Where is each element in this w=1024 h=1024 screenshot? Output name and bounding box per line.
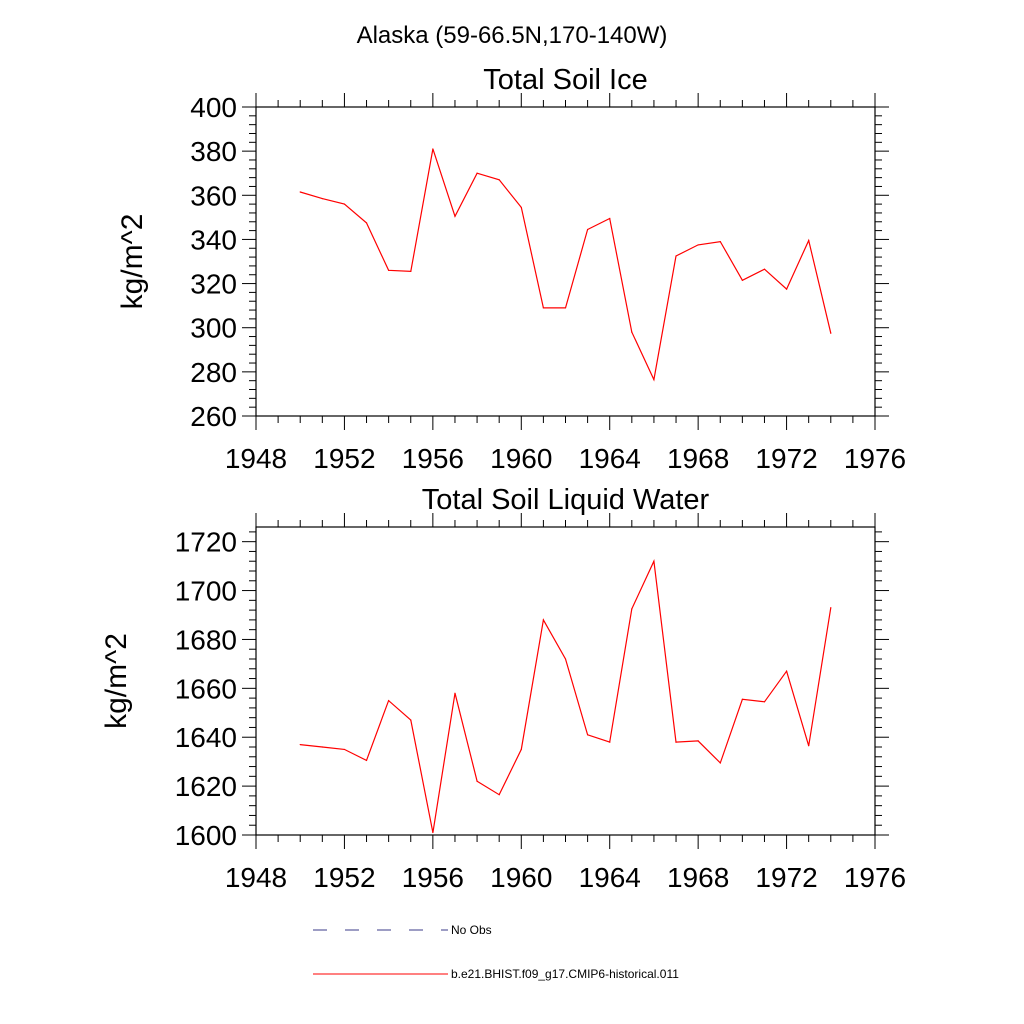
x-tick-label: 1972: [755, 443, 817, 474]
data-point: [763, 701, 766, 703]
data-point: [609, 217, 611, 220]
legend: No Obs b.e21.BHIST.f09_g17.CMIP6-historic…: [313, 923, 679, 981]
y-tick-label: 1640: [175, 722, 237, 753]
x-tick-label: 1968: [667, 443, 729, 474]
data-point: [321, 197, 323, 200]
x-tick-label: 1960: [490, 862, 552, 893]
y-tick-label: 280: [190, 357, 237, 388]
page-title: Alaska (59-66.5N,170-140W): [357, 22, 668, 49]
series-line: [300, 148, 832, 382]
x-tick-label: 1952: [313, 862, 375, 893]
data-point: [299, 191, 301, 193]
x-tick-label: 1964: [579, 862, 641, 893]
data-point: [299, 743, 301, 746]
y-tick-label: 1700: [175, 576, 237, 607]
chart-title: Total Soil Liquid Water: [422, 484, 710, 516]
x-tick-label: 1948: [225, 443, 287, 474]
data-point: [741, 279, 743, 281]
y-axis-label: kg/m^2: [116, 214, 149, 310]
data-point: [675, 255, 677, 257]
data-point: [631, 608, 633, 610]
data-point: [542, 307, 544, 309]
plot-frame: [255, 106, 876, 417]
data-point: [476, 780, 478, 782]
data-point: [564, 658, 567, 660]
data-point: [653, 560, 655, 562]
data-point: [388, 699, 390, 702]
x-tick-label: 1960: [490, 443, 552, 474]
data-point: [498, 794, 500, 796]
data-point: [432, 148, 434, 150]
y-tick-label: 320: [190, 269, 237, 300]
data-point: [520, 206, 522, 209]
data-point: [587, 228, 589, 231]
y-tick-label: 300: [190, 313, 237, 344]
data-point: [587, 734, 589, 736]
data-point: [830, 607, 832, 609]
data-point: [432, 831, 434, 834]
data-point: [785, 288, 788, 290]
x-tick-label: 1964: [579, 443, 641, 474]
x-tick-label: 1976: [844, 443, 906, 474]
data-point: [520, 748, 522, 751]
y-tick-label: 1620: [175, 771, 237, 802]
data-point: [697, 740, 699, 742]
y-tick-label: 340: [190, 224, 237, 255]
series-line: [300, 559, 832, 833]
data-point: [498, 179, 500, 181]
y-axis-label: kg/m^2: [100, 633, 133, 729]
x-tick-label: 1956: [402, 862, 464, 893]
data-point: [719, 241, 721, 243]
data-point: [763, 268, 766, 270]
x-tick-label: 1952: [313, 443, 375, 474]
x-tick-label: 1976: [844, 862, 906, 893]
data-point: [410, 719, 412, 721]
data-point: [476, 172, 478, 174]
legend-label: No Obs: [451, 923, 492, 937]
chart-panel-1: 1948 1952 1956 1960 1964 1968 1972 1976 260 280 30…: [116, 64, 906, 474]
y-tick-label: 400: [190, 92, 237, 123]
data-point: [454, 215, 456, 217]
data-point: [388, 269, 390, 271]
data-point: [564, 307, 567, 309]
chart-panel-2: 1948 1952 1956 1960 1964 1968 1972 1976 1600 1620…: [100, 484, 906, 893]
y-tick-label: 1720: [175, 527, 237, 558]
data-point: [365, 759, 368, 762]
chart-title: Total Soil Ice: [483, 64, 647, 96]
legend-label: b.e21.BHIST.f09_g17.CMIP6-historical.011: [451, 967, 679, 981]
data-point: [631, 331, 633, 333]
y-tick-label: 1600: [175, 820, 237, 851]
x-tick-label: 1968: [667, 862, 729, 893]
data-point: [343, 748, 346, 751]
data-point: [542, 619, 544, 621]
x-tick-label: 1948: [225, 862, 287, 893]
y-tick-label: 1680: [175, 624, 237, 655]
data-point: [321, 746, 323, 748]
x-tick-label: 1972: [755, 862, 817, 893]
plot-frame: [255, 526, 876, 836]
data-point: [697, 244, 699, 246]
data-point: [675, 741, 677, 743]
data-point: [365, 222, 368, 224]
data-point: [785, 670, 788, 672]
data-point: [343, 203, 346, 205]
y-tick-label: 360: [190, 180, 237, 211]
y-tick-label: 1660: [175, 673, 237, 704]
data-point: [808, 239, 810, 242]
data-point: [653, 378, 655, 381]
data-point: [741, 698, 743, 700]
y-tick-label: 380: [190, 136, 237, 167]
data-point: [830, 332, 832, 334]
data-point: [808, 745, 810, 747]
data-point: [719, 762, 721, 764]
data-point: [410, 270, 412, 273]
y-tick-label: 260: [190, 401, 237, 432]
data-point: [454, 692, 456, 694]
data-point: [609, 741, 611, 743]
x-tick-label: 1956: [402, 443, 464, 474]
